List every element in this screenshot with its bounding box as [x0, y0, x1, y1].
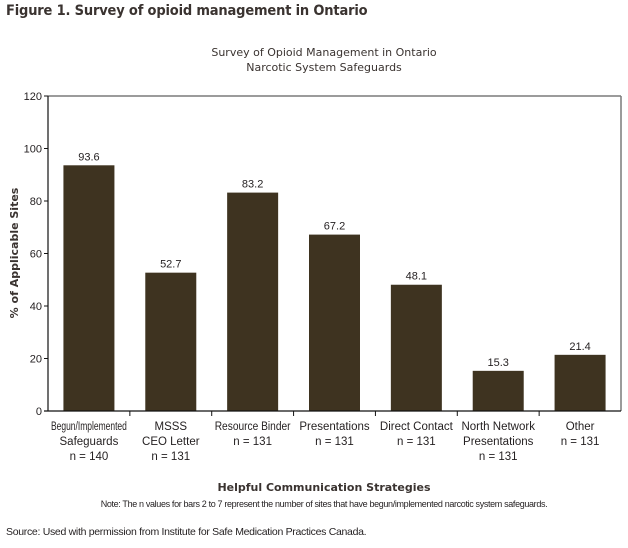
x-tick-label: Other — [566, 421, 595, 433]
y-axis-label: % of Applicable Sites — [8, 187, 21, 318]
x-tick-label: n = 131 — [315, 436, 354, 448]
bar — [63, 165, 115, 411]
x-tick-label: Presentations — [299, 421, 370, 433]
figure-title: Figure 1. Survey of opioid management in… — [6, 3, 368, 19]
bar-chart: 0 20 40 60 80 100 120 93.6 Begun/Implemented Safe… — [8, 91, 622, 463]
data-label: 48.1 — [406, 271, 427, 283]
chart-note: Note: The n values for bars 2 to 7 repre… — [100, 499, 548, 509]
bar — [309, 234, 360, 411]
source-note: Source: Used with permission from Instit… — [6, 526, 367, 538]
x-tick-label: n = 131 — [479, 451, 518, 463]
bar — [554, 354, 606, 411]
y-tick-label: 60 — [30, 249, 42, 261]
x-tick-label: n = 131 — [151, 451, 190, 463]
data-label: 52.7 — [160, 259, 181, 271]
x-tick-label: Presentations — [463, 436, 534, 448]
y-tick-label: 100 — [24, 144, 42, 156]
x-tick-label: n = 140 — [70, 451, 109, 463]
x-tick-label: MSSS — [154, 421, 187, 433]
x-tick-label: Resource Binder — [215, 421, 291, 433]
axes-layer — [44, 95, 622, 416]
x-tick-label: Safeguards — [60, 436, 119, 448]
bars-layer — [63, 165, 606, 411]
chart-subtitle: Narcotic System Safeguards — [246, 61, 402, 74]
bar — [472, 370, 524, 411]
y-tick-label: 120 — [24, 91, 42, 103]
x-tick-label: CEO Letter — [142, 436, 200, 448]
x-tick-label: North Network — [461, 421, 535, 433]
x-axis-label: Helpful Communication Strategies — [217, 481, 431, 494]
data-label: 93.6 — [78, 151, 99, 163]
x-tick-label: Begun/Implemented — [51, 421, 127, 433]
x-tick-label: n = 131 — [561, 436, 600, 448]
y-tick-label: 20 — [30, 354, 42, 366]
data-label: 67.2 — [324, 221, 345, 233]
y-tick-label: 40 — [30, 301, 42, 313]
data-label: 21.4 — [569, 341, 590, 353]
x-tick-label: n = 131 — [233, 436, 272, 448]
data-label: 15.3 — [488, 357, 509, 369]
labels-layer: 0 20 40 60 80 100 120 93.6 Begun/Implemented Safe… — [24, 91, 600, 463]
bar — [390, 284, 442, 411]
x-tick-label: n = 131 — [397, 436, 436, 448]
bar — [227, 192, 279, 411]
bar — [145, 272, 197, 411]
y-tick-label: 80 — [30, 196, 42, 208]
data-label: 83.2 — [242, 179, 263, 191]
y-tick-label: 0 — [36, 406, 42, 418]
chart-title: Survey of Opioid Management in Ontario — [211, 46, 437, 59]
x-tick-label: Direct Contact — [380, 421, 454, 433]
